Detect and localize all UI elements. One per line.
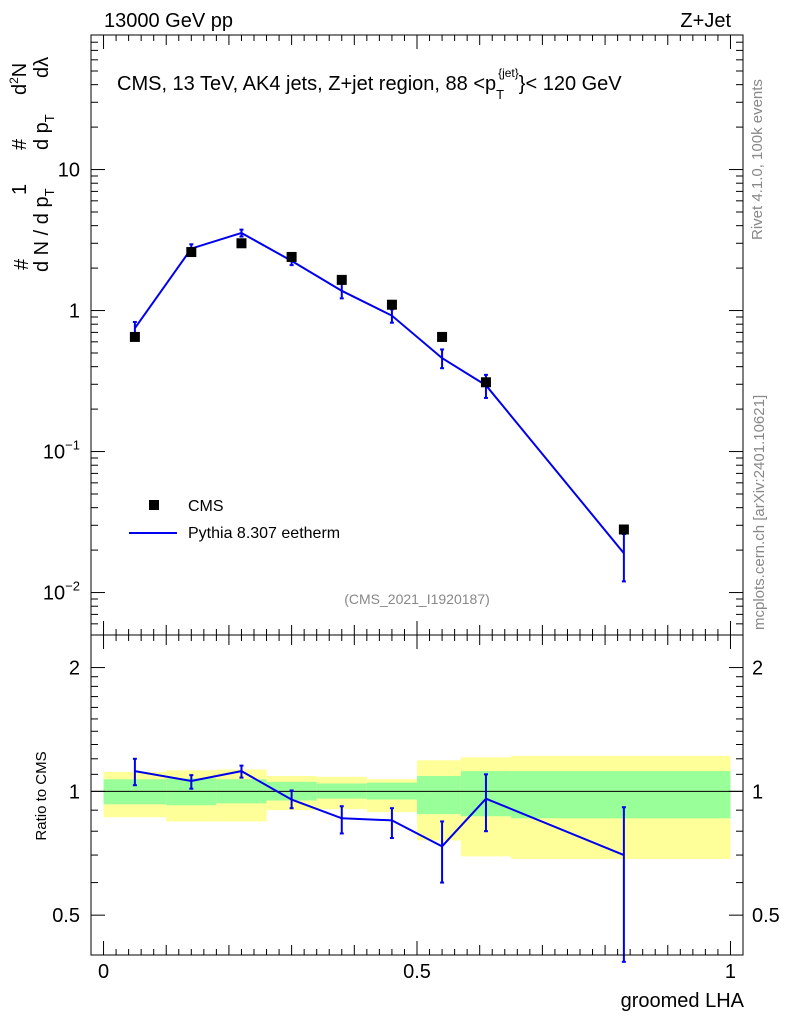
data-point [386, 299, 397, 310]
y-tick-label: 10−1 [43, 438, 80, 464]
main-panel: 10−2 10−1 1 10 [43, 34, 744, 636]
ratio-band-inner [511, 771, 731, 819]
data-point [129, 331, 140, 342]
ratio-y-tick-label-left: 2 [69, 658, 80, 680]
main-frame [90, 34, 744, 636]
y-label-dn: d N / d pT [31, 188, 57, 272]
x-tick-label: 0 [98, 961, 109, 983]
rivet-label: Rivet 4.1.0, 100k events [749, 79, 766, 240]
y-label-hash-2: # [9, 138, 31, 150]
y-label-dlambda: dλ [31, 57, 53, 78]
process-label: Z+Jet [680, 10, 731, 32]
ratio-y-tick-label-left: 1 [69, 781, 80, 803]
legend-data-marker [149, 500, 159, 510]
data-point [480, 377, 491, 388]
y-label-one: 1 [9, 184, 31, 195]
y-label-hash-1: # [11, 258, 33, 270]
energy-label: 13000 GeV pp [104, 10, 233, 32]
mcplots-label: mcplots.cern.ch [arXiv:2401.10621] [751, 395, 768, 630]
data-point [618, 524, 629, 535]
y-tick-label: 1 [69, 301, 80, 323]
plot-title: CMS, 13 TeV, AK4 jets, Z+jet region, 88 … [117, 66, 622, 102]
ratio-y-tick-label-left: 0.5 [52, 905, 80, 927]
ratio-band-inner [417, 775, 461, 815]
y-tick-label: 10−2 [43, 579, 80, 605]
legend: CMS Pythia 8.307 eetherm [129, 498, 340, 542]
ratio-y-axis-label: Ratio to CMS [33, 751, 50, 840]
data-point [186, 247, 197, 258]
ratio-y-tick-label-right: 0.5 [752, 905, 780, 927]
analysis-tag: (CMS_2021_I1920187) [344, 591, 490, 607]
legend-mc-label: Pythia 8.307 eetherm [188, 525, 340, 542]
data-point [437, 331, 448, 342]
x-tick-label: 1 [725, 961, 736, 983]
ratio-y-tick-label-right: 2 [752, 658, 763, 680]
data-point [286, 251, 297, 262]
legend-data-label: CMS [188, 498, 224, 515]
y-label-d2n: d2N [7, 63, 31, 95]
ratio-y-tick-label-right: 1 [752, 781, 763, 803]
y-label-dpt: d pT [31, 114, 57, 150]
data-point [336, 274, 347, 285]
y-tick-label: 10 [58, 160, 80, 182]
data-point [236, 238, 247, 249]
ratio-frame [90, 634, 744, 956]
main-y-axis-label: # 1 d N / d pT # d pT d2N dλ [7, 57, 57, 272]
x-axis-label: groomed LHA [621, 990, 745, 1012]
x-tick-label: 0.5 [403, 961, 431, 983]
ratio-panel: 0.5 0.5 1 1 2 2 0 0.5 1 [52, 634, 780, 983]
